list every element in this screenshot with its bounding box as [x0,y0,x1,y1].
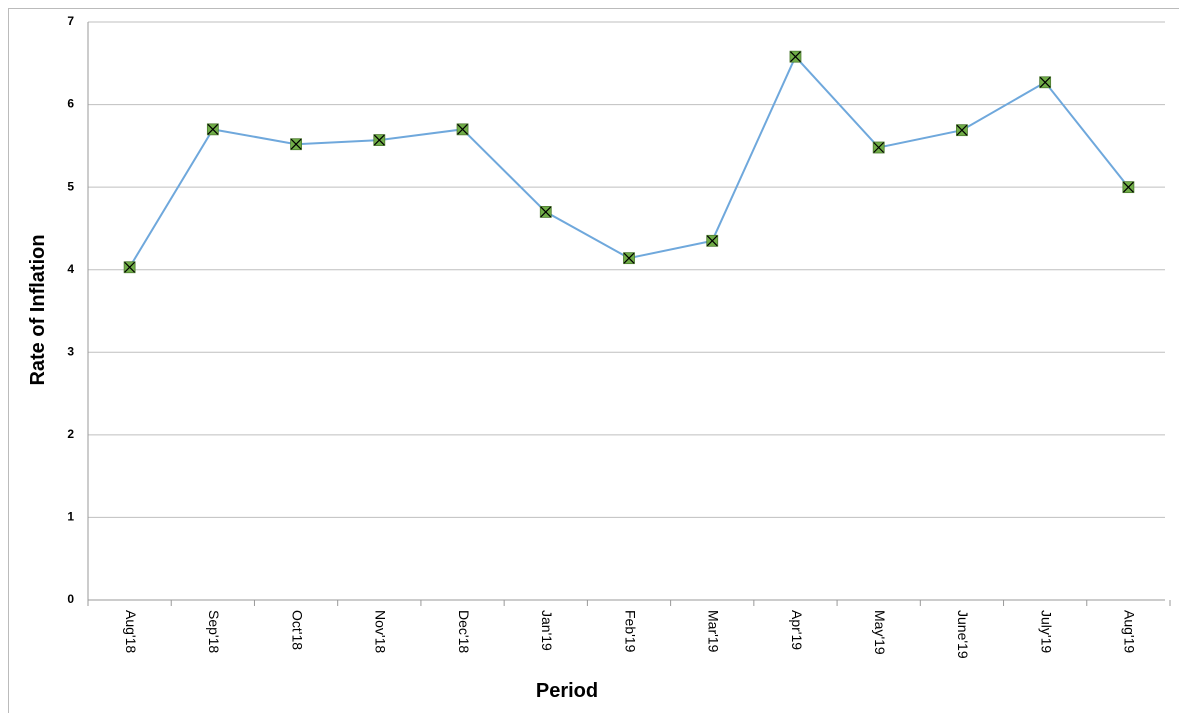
x-axis-title: Period [536,680,598,702]
x-tick-label: Nov'18 [373,610,389,653]
x-tick-label: Feb'19 [622,610,638,653]
marker [123,261,136,274]
x-tick-label: Aug'18 [123,610,139,653]
marker [456,123,469,136]
x-tick-label: Jan'19 [539,610,555,651]
marker [872,141,885,154]
marker [623,252,635,265]
y-tick-label: 1 [67,510,74,524]
y-tick-label: 5 [67,179,74,193]
x-tick-label: Aug'19 [1122,610,1138,653]
y-axis-title: Rate of Inflation [27,234,49,385]
y-tick-label: 3 [67,344,74,358]
y-tick-label: 2 [67,427,74,441]
x-tick-label: Apr'19 [789,610,805,650]
x-tick-label: June'19 [955,610,971,659]
y-tick-label: 0 [67,592,74,606]
x-tick-label: Dec'18 [456,610,472,653]
marker [1122,181,1135,194]
y-tick-label: 7 [67,14,74,28]
marker [373,134,386,146]
x-tick-label: July'19 [1038,610,1054,653]
marker [706,234,719,247]
marker [290,138,302,151]
series-line [128,54,1130,268]
marker [539,206,552,218]
x-tick-label: Sep'18 [206,610,222,653]
y-tick-label: 4 [67,262,74,276]
marker [956,124,968,137]
x-tick-label: Mar'19 [706,610,722,653]
frame [8,8,1179,713]
marker [789,50,802,63]
marker [1039,76,1052,89]
marker [206,123,219,136]
y-tick-label: 6 [67,97,74,111]
x-tick-label: Oct'18 [289,610,305,650]
x-tick-label: May'19 [872,610,888,655]
